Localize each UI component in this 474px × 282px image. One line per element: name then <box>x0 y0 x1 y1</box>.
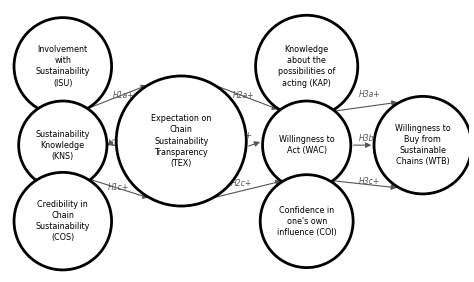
Text: H1b+: H1b+ <box>108 139 129 148</box>
Text: H2c+: H2c+ <box>231 179 252 188</box>
Text: H2b+: H2b+ <box>231 131 253 140</box>
Ellipse shape <box>255 15 358 118</box>
Text: H2a+: H2a+ <box>233 91 255 100</box>
Ellipse shape <box>263 101 351 189</box>
Ellipse shape <box>14 172 111 270</box>
Text: Confidence in
one's own
influence (COI): Confidence in one's own influence (COI) <box>277 206 337 237</box>
Text: Willingness to
Act (WAC): Willingness to Act (WAC) <box>279 135 335 155</box>
Ellipse shape <box>116 76 246 206</box>
Ellipse shape <box>374 96 472 194</box>
Text: Credibility in
Chain
Sustainability
(COS): Credibility in Chain Sustainability (COS… <box>36 200 90 242</box>
Ellipse shape <box>260 175 353 268</box>
Text: H1a+: H1a+ <box>112 91 134 100</box>
Text: H1c+: H1c+ <box>108 184 129 193</box>
Text: H3c+: H3c+ <box>359 177 380 186</box>
Text: Knowledge
about the
possibilities of
acting (KAP): Knowledge about the possibilities of act… <box>278 45 336 87</box>
Text: H3b+: H3b+ <box>358 134 380 143</box>
Text: H3a+: H3a+ <box>358 89 380 98</box>
Text: Willingness to
Buy from
Sustainable
Chains (WTB): Willingness to Buy from Sustainable Chai… <box>395 124 451 166</box>
Text: Expectation on
Chain
Sustainability
Transparency
(TEX): Expectation on Chain Sustainability Tran… <box>151 114 211 168</box>
Text: Sustainability
Knowledge
(KNS): Sustainability Knowledge (KNS) <box>36 129 90 161</box>
Ellipse shape <box>18 101 107 189</box>
Text: Involvement
with
Sustainability
(ISU): Involvement with Sustainability (ISU) <box>36 45 90 87</box>
Ellipse shape <box>14 17 111 115</box>
